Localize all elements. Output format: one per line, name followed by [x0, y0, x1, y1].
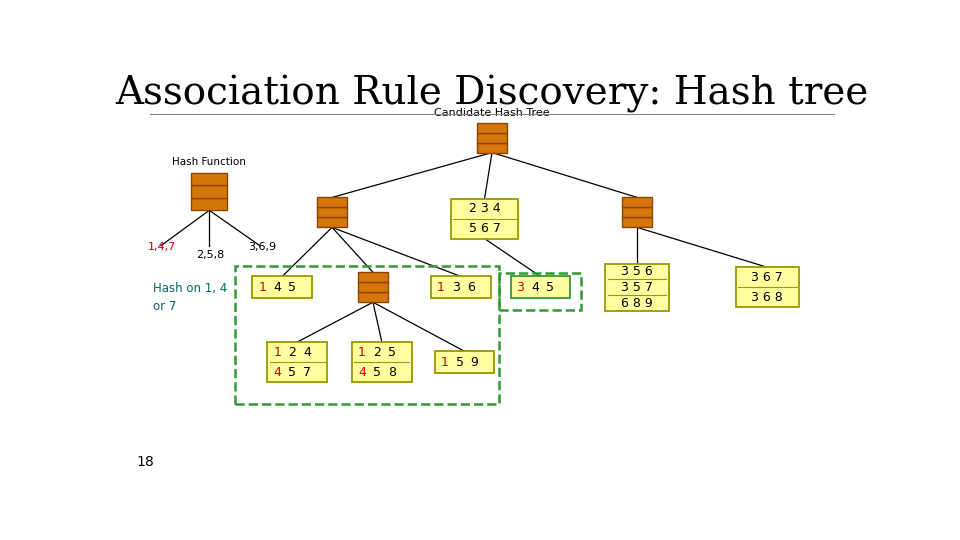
Bar — [317, 218, 347, 227]
Bar — [622, 207, 652, 218]
Bar — [477, 143, 507, 152]
Bar — [252, 276, 312, 298]
Text: 3,6,9: 3,6,9 — [248, 241, 276, 252]
Text: 7: 7 — [303, 366, 311, 379]
Text: 6 8 9: 6 8 9 — [621, 296, 653, 309]
Bar — [477, 133, 507, 143]
Text: 5: 5 — [288, 366, 296, 379]
Text: 2,5,8: 2,5,8 — [196, 250, 224, 260]
Text: 2 3 4: 2 3 4 — [468, 202, 500, 215]
Text: Hash Function: Hash Function — [173, 157, 246, 167]
Text: 5: 5 — [546, 281, 554, 294]
Text: 8: 8 — [388, 366, 396, 379]
Bar — [317, 207, 347, 218]
Text: 1: 1 — [441, 356, 448, 369]
Bar — [622, 218, 652, 227]
Bar — [606, 264, 669, 311]
Bar — [267, 342, 326, 382]
Text: 3: 3 — [452, 281, 460, 294]
Text: 5: 5 — [372, 366, 381, 379]
Bar — [352, 342, 412, 382]
Text: 5: 5 — [456, 356, 464, 369]
Bar — [451, 199, 518, 239]
Bar — [477, 123, 507, 133]
Text: 3: 3 — [516, 281, 524, 294]
Text: 1: 1 — [258, 281, 266, 294]
Text: 4: 4 — [358, 366, 366, 379]
Text: 3 5 7: 3 5 7 — [621, 281, 653, 294]
Bar — [622, 198, 652, 207]
Bar — [191, 173, 228, 185]
Text: 1: 1 — [358, 346, 366, 359]
Bar — [358, 282, 388, 292]
Bar — [358, 272, 388, 282]
Text: 5: 5 — [288, 281, 296, 294]
Text: 3 6 7: 3 6 7 — [752, 271, 783, 284]
Text: 4: 4 — [274, 366, 281, 379]
Text: Association Rule Discovery: Hash tree: Association Rule Discovery: Hash tree — [115, 75, 869, 113]
Text: 1: 1 — [437, 281, 444, 294]
Text: 2: 2 — [288, 346, 296, 359]
Bar — [431, 276, 491, 298]
Text: 1,4,7: 1,4,7 — [148, 241, 177, 252]
Bar — [735, 267, 799, 307]
Bar — [358, 292, 388, 302]
Bar — [235, 266, 499, 404]
Text: 1: 1 — [274, 346, 281, 359]
Bar — [191, 198, 228, 211]
Text: 4: 4 — [303, 346, 311, 359]
Text: Hash on 1, 4
or 7: Hash on 1, 4 or 7 — [154, 282, 228, 313]
Text: 2: 2 — [372, 346, 381, 359]
Text: 3 5 6: 3 5 6 — [621, 265, 653, 278]
Bar — [191, 185, 228, 198]
Text: 5: 5 — [388, 346, 396, 359]
Bar — [317, 198, 347, 207]
Text: 18: 18 — [136, 455, 155, 469]
Bar — [435, 352, 494, 373]
Text: 6: 6 — [467, 281, 474, 294]
Bar — [499, 273, 581, 310]
Text: 9: 9 — [470, 356, 478, 369]
Text: Candidate Hash Tree: Candidate Hash Tree — [434, 107, 550, 118]
Text: 4: 4 — [274, 281, 281, 294]
Text: 3 6 8: 3 6 8 — [752, 291, 783, 303]
Bar — [511, 276, 570, 298]
Text: 5 6 7: 5 6 7 — [468, 222, 500, 235]
Text: 4: 4 — [532, 281, 540, 294]
